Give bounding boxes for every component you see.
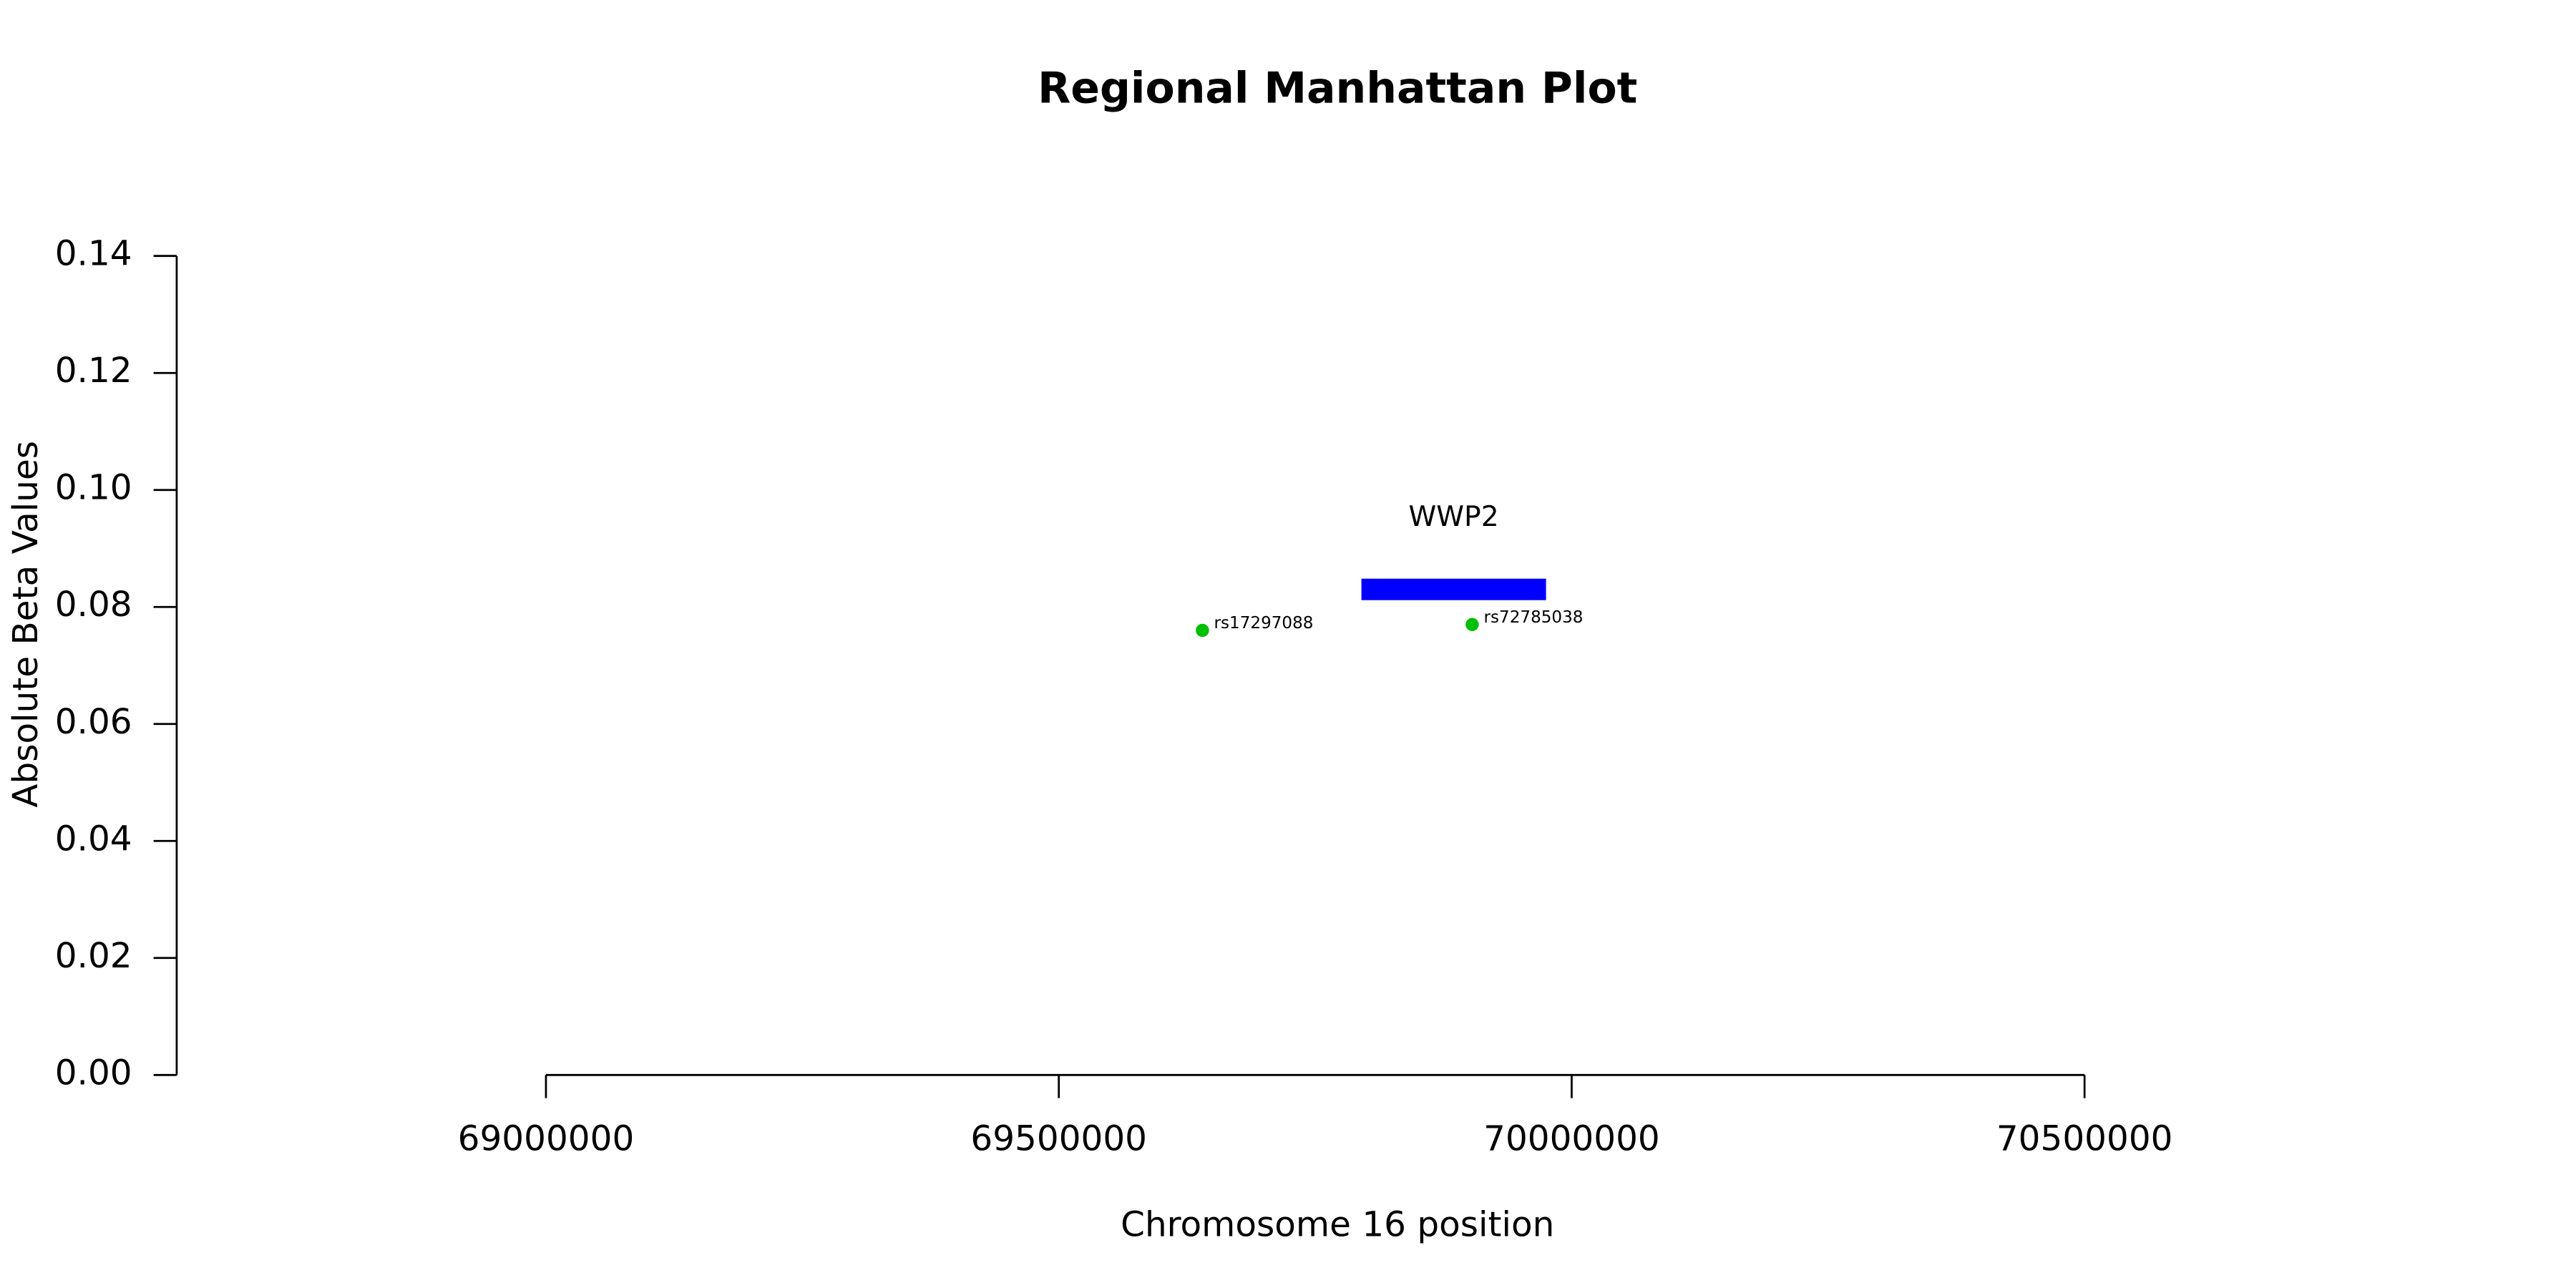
snp-point xyxy=(1465,618,1479,631)
chart-title: Regional Manhattan Plot xyxy=(1038,64,1637,114)
gene-label: WWP2 xyxy=(1409,501,1499,533)
x-tick-label: 70000000 xyxy=(1483,1119,1660,1159)
y-tick-label: 0.08 xyxy=(55,585,132,625)
snp-label: rs17297088 xyxy=(1214,614,1314,633)
y-axis-label: Absolute Beta Values xyxy=(6,441,46,808)
y-tick-label: 0.12 xyxy=(55,351,132,391)
snp-label: rs72785038 xyxy=(1484,608,1584,627)
y-tick-label: 0.02 xyxy=(55,936,132,976)
y-tick-label: 0.14 xyxy=(55,234,132,274)
x-tick-label: 69000000 xyxy=(458,1119,635,1159)
gene-bar xyxy=(1361,578,1546,600)
x-tick-label: 69500000 xyxy=(970,1119,1147,1159)
y-tick-label: 0.04 xyxy=(55,819,132,859)
y-tick-label: 0.10 xyxy=(55,468,132,508)
y-tick-label: 0.06 xyxy=(55,702,132,742)
x-tick-label: 70500000 xyxy=(1996,1119,2173,1159)
snp-point xyxy=(1196,623,1209,638)
y-tick-label: 0.00 xyxy=(55,1053,132,1093)
x-axis-label: Chromosome 16 position xyxy=(1121,1205,1554,1245)
